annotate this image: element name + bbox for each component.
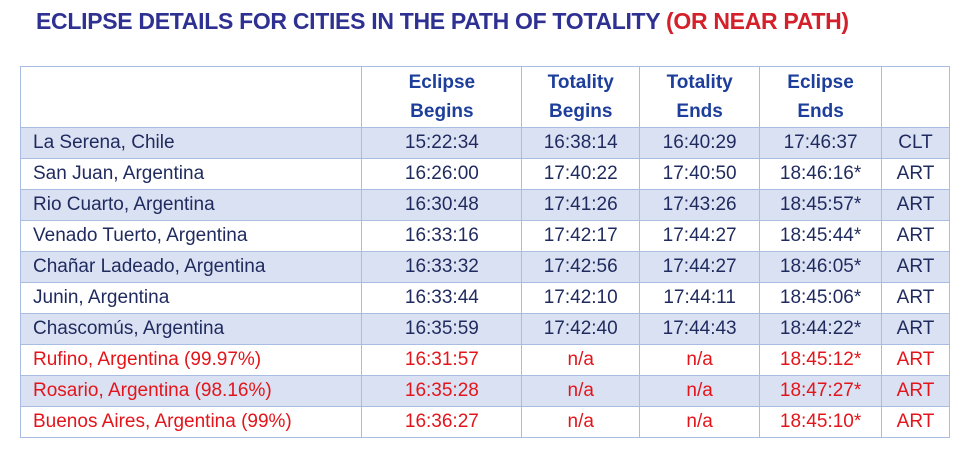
time-cell: 16:35:59 xyxy=(361,313,523,345)
header-cell: Eclipse Ends xyxy=(759,66,883,128)
time-cell: n/a xyxy=(521,406,641,438)
header-text: Totality xyxy=(547,72,614,93)
time-cell: 18:47:27* xyxy=(759,375,883,407)
header-cell xyxy=(19,66,363,128)
time-cell: 18:45:12* xyxy=(759,344,883,376)
time-cell: 17:42:56 xyxy=(521,251,641,283)
row: Venado Tuerto, Argentina 16:33:16 17:42:17… xyxy=(19,220,950,252)
title: ECLIPSE DETAILS FOR CITIES IN THE PATH O… xyxy=(36,8,849,35)
city-cell: Junin, Argentina xyxy=(19,282,363,314)
city-cell: Rio Cuarto, Argentina xyxy=(19,189,363,221)
row: Chascomús, Argentina 16:35:59 17:42:40 17:4… xyxy=(19,313,950,345)
row: San Juan, Argentina 16:26:00 17:40:22 17:40… xyxy=(19,158,950,190)
time-cell: 16:33:16 xyxy=(361,220,523,252)
header-row: Eclipse Begins Totality Begins Totality Ends E… xyxy=(19,66,950,128)
time-cell: n/a xyxy=(639,344,761,376)
time-cell: ART xyxy=(881,375,950,407)
time-cell: ART xyxy=(881,282,950,314)
time-cell: 17:40:22 xyxy=(521,158,641,190)
header-text: Totality xyxy=(666,72,733,93)
time-cell: n/a xyxy=(639,406,761,438)
time-cell: 18:45:44* xyxy=(759,220,883,252)
time-cell: 17:44:27 xyxy=(639,251,761,283)
time-cell: 18:45:06* xyxy=(759,282,883,314)
time-cell: 18:46:05* xyxy=(759,251,883,283)
time-cell: ART xyxy=(881,251,950,283)
city-cell: La Serena, Chile xyxy=(19,127,363,159)
time-cell: 17:46:37 xyxy=(759,127,883,159)
row: Junin, Argentina 16:33:44 17:42:10 17:44:11… xyxy=(19,282,950,314)
time-cell: 15:22:34 xyxy=(361,127,523,159)
header-text: Begins xyxy=(549,101,613,122)
row: Buenos Aires, Argentina (99%) 16:36:27 n/a… xyxy=(19,406,950,438)
time-cell: 16:30:48 xyxy=(361,189,523,221)
time-cell: 16:33:44 xyxy=(361,282,523,314)
time-cell: 17:44:11 xyxy=(639,282,761,314)
time-cell: ART xyxy=(881,189,950,221)
time-cell: n/a xyxy=(521,344,641,376)
time-cell: ART xyxy=(881,220,950,252)
time-cell: 17:43:26 xyxy=(639,189,761,221)
time-cell: 17:42:10 xyxy=(521,282,641,314)
eclipse-table: Eclipse Begins Totality Begins Totality Ends E… xyxy=(19,66,950,438)
header-text: Ends xyxy=(676,101,723,122)
time-cell: ART xyxy=(881,406,950,438)
header-cell: Eclipse Begins xyxy=(361,66,523,128)
time-cell: n/a xyxy=(521,375,641,407)
city-cell: Buenos Aires, Argentina (99%) xyxy=(19,406,363,438)
time-cell: 17:42:17 xyxy=(521,220,641,252)
time-cell: 17:40:50 xyxy=(639,158,761,190)
row: Rosario, Argentina (98.16%) 16:35:28 n/a n/… xyxy=(19,375,950,407)
city-cell: Rufino, Argentina (99.97%) xyxy=(19,344,363,376)
table-header: Eclipse Begins Totality Begins Totality Ends E… xyxy=(19,66,950,128)
time-cell: 17:44:27 xyxy=(639,220,761,252)
row: La Serena, Chile 15:22:34 16:38:14 16:40:29… xyxy=(19,127,950,159)
time-cell: 16:36:27 xyxy=(361,406,523,438)
header-text: Eclipse xyxy=(408,72,476,93)
title-main: ECLIPSE DETAILS FOR CITIES IN THE PATH O… xyxy=(36,8,660,34)
header-text: Begins xyxy=(410,101,474,122)
header-text: Eclipse xyxy=(787,72,854,93)
time-cell: ART xyxy=(881,344,950,376)
time-cell: 18:45:10* xyxy=(759,406,883,438)
time-cell: 16:35:28 xyxy=(361,375,523,407)
time-cell: 16:40:29 xyxy=(639,127,761,159)
row: Rufino, Argentina (99.97%) 16:31:57 n/a n/a… xyxy=(19,344,950,376)
time-cell: 17:44:43 xyxy=(639,313,761,345)
city-cell: Rosario, Argentina (98.16%) xyxy=(19,375,363,407)
time-cell: 16:26:00 xyxy=(361,158,523,190)
time-cell: 18:45:57* xyxy=(759,189,883,221)
time-cell: n/a xyxy=(639,375,761,407)
table-body: La Serena, Chile 15:22:34 16:38:14 16:40:29… xyxy=(19,127,950,438)
title-note: (OR NEAR PATH) xyxy=(666,8,849,34)
header-cell: Totality Begins xyxy=(521,66,641,128)
time-cell: 18:46:16* xyxy=(759,158,883,190)
city-cell: Venado Tuerto, Argentina xyxy=(19,220,363,252)
header-cell xyxy=(881,66,950,128)
city-cell: San Juan, Argentina xyxy=(19,158,363,190)
time-cell: 16:38:14 xyxy=(521,127,641,159)
time-cell: CLT xyxy=(881,127,950,159)
time-cell: 17:42:40 xyxy=(521,313,641,345)
time-cell: ART xyxy=(881,158,950,190)
city-cell: Chascomús, Argentina xyxy=(19,313,363,345)
row: Rio Cuarto, Argentina 16:30:48 17:41:26 17:… xyxy=(19,189,950,221)
header-text: Ends xyxy=(797,101,844,122)
header-cell: Totality Ends xyxy=(639,66,761,128)
time-cell: 16:33:32 xyxy=(361,251,523,283)
city-cell: Chañar Ladeado, Argentina xyxy=(19,251,363,283)
time-cell: ART xyxy=(881,313,950,345)
row: Chañar Ladeado, Argentina 16:33:32 17:42:5… xyxy=(19,251,950,283)
time-cell: 18:44:22* xyxy=(759,313,883,345)
time-cell: 17:41:26 xyxy=(521,189,641,221)
time-cell: 16:31:57 xyxy=(361,344,523,376)
